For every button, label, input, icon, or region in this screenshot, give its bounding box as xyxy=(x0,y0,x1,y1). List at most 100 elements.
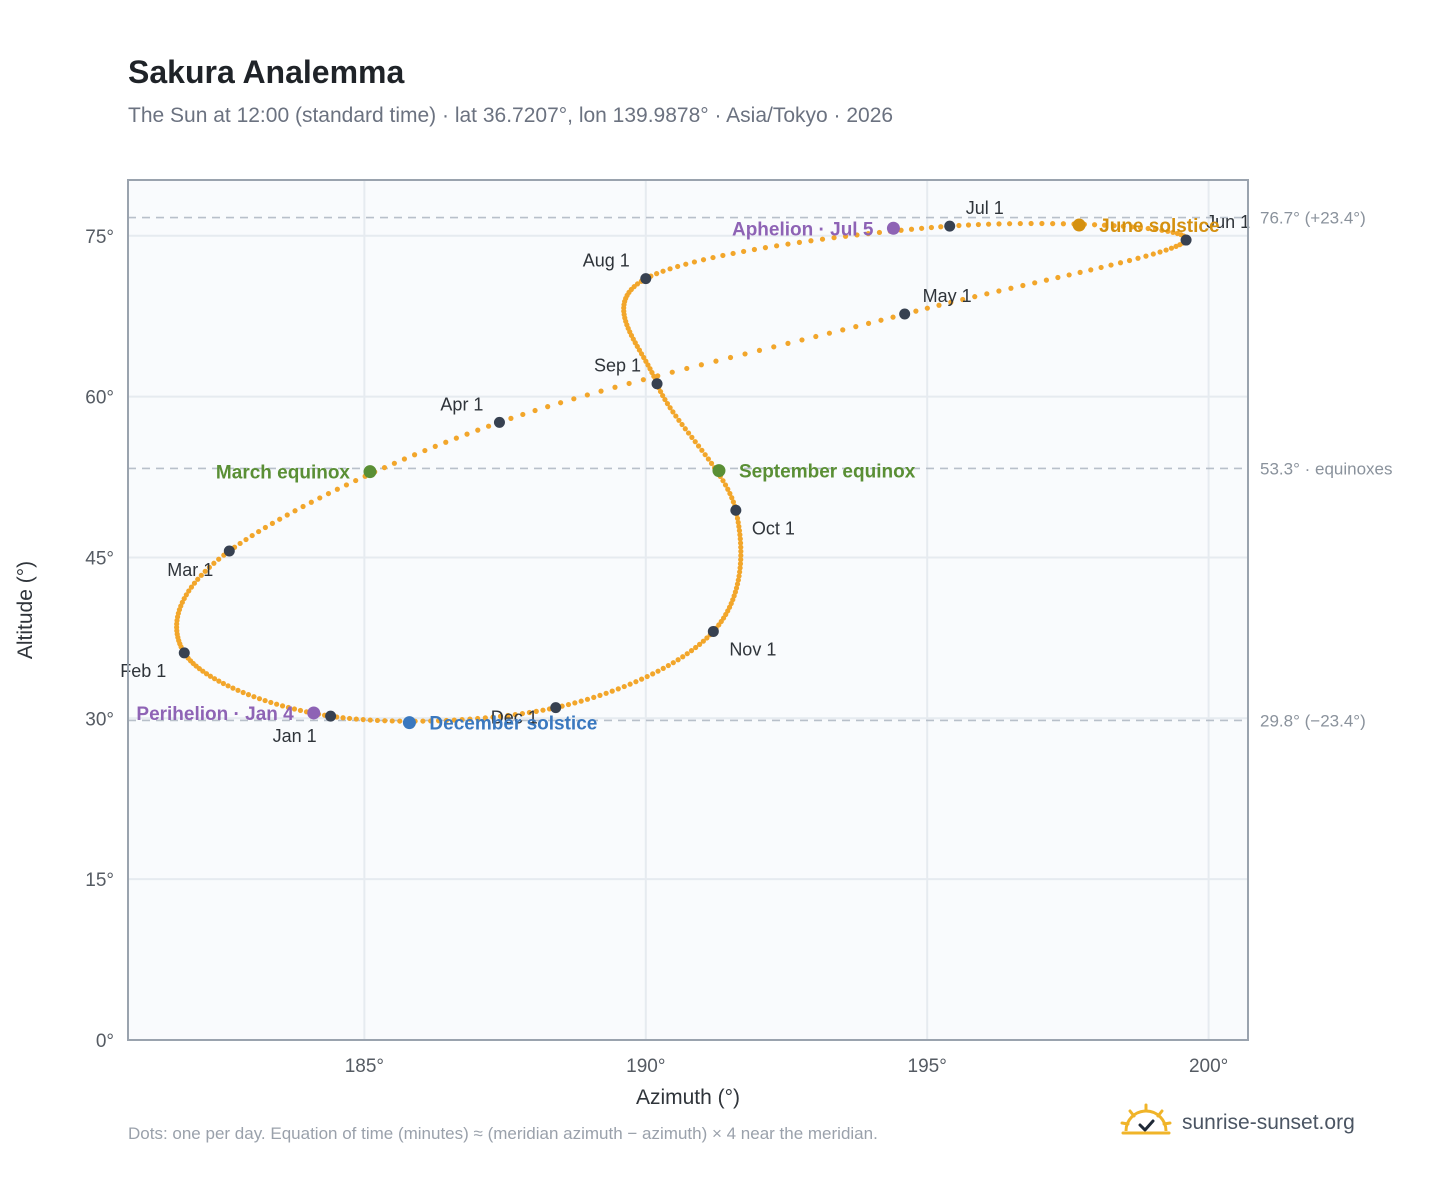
daily-dot xyxy=(685,430,692,436)
daily-dot xyxy=(353,716,359,722)
daily-dot xyxy=(540,707,546,713)
daily-dot xyxy=(660,665,666,671)
daily-dot xyxy=(1006,221,1013,227)
daily-dot xyxy=(1091,222,1098,228)
daily-dot xyxy=(878,317,884,323)
daily-dot xyxy=(243,536,249,543)
daily-dot xyxy=(206,564,212,570)
daily-dot xyxy=(734,515,741,521)
daily-dot xyxy=(1159,227,1165,233)
daily-dot xyxy=(965,222,972,228)
month-marker xyxy=(899,308,911,320)
daily-dot xyxy=(1088,267,1094,273)
x-tick-label: 195° xyxy=(908,1056,947,1077)
daily-dot xyxy=(696,641,703,647)
daily-dot xyxy=(432,443,438,449)
daily-dot xyxy=(984,291,990,297)
daily-dot xyxy=(733,585,740,591)
x-tick-label: 190° xyxy=(626,1056,665,1077)
daily-dot xyxy=(443,439,449,445)
daily-dot xyxy=(186,588,192,594)
daily-dot xyxy=(680,654,686,660)
daily-dot xyxy=(655,373,661,379)
daily-dot xyxy=(689,434,695,440)
daily-dot xyxy=(360,716,366,723)
daily-dot xyxy=(673,413,679,419)
event-marker xyxy=(402,716,416,730)
daily-dot xyxy=(609,688,615,694)
daily-dot xyxy=(1170,229,1176,235)
daily-dot xyxy=(865,320,872,326)
daily-dot xyxy=(737,561,744,567)
daily-dot xyxy=(708,460,715,466)
y-tick-label: 0° xyxy=(96,1031,114,1052)
event-marker xyxy=(886,221,900,235)
daily-dot xyxy=(558,400,564,406)
daily-dot xyxy=(639,676,645,682)
event-marker xyxy=(1072,218,1086,232)
daily-dot xyxy=(545,404,551,410)
daily-dot xyxy=(669,369,675,375)
daily-dot xyxy=(704,635,710,641)
daily-dot xyxy=(584,392,590,398)
daily-dot xyxy=(1168,245,1175,251)
daily-dot xyxy=(374,717,381,724)
daily-dot xyxy=(785,241,791,247)
month-label: May 1 xyxy=(923,286,972,306)
daily-dot xyxy=(497,713,504,719)
daily-dot xyxy=(1150,251,1156,257)
brand-name: sunrise-sunset.org xyxy=(1182,1111,1355,1134)
daily-dot xyxy=(819,236,826,242)
y-tick-label: 75° xyxy=(85,227,114,248)
daily-dot xyxy=(876,229,883,236)
daily-dot xyxy=(615,686,621,692)
daily-dot xyxy=(720,478,726,484)
daily-dot xyxy=(1032,280,1038,286)
event-marker xyxy=(712,464,726,478)
daily-dot xyxy=(397,718,403,724)
daily-dot xyxy=(808,238,814,244)
daily-dot xyxy=(1111,223,1117,229)
daily-dot xyxy=(890,314,896,320)
daily-dot xyxy=(702,452,708,458)
daily-dot xyxy=(698,362,704,368)
daily-dot xyxy=(346,715,353,722)
daily-dot xyxy=(1108,262,1114,268)
daily-dot xyxy=(1028,220,1034,227)
daily-dot xyxy=(256,696,263,702)
daily-dot xyxy=(626,380,632,387)
month-marker xyxy=(944,220,956,232)
daily-dot xyxy=(505,712,511,719)
daily-dot xyxy=(279,703,286,709)
daily-dot xyxy=(249,532,255,539)
daily-dot xyxy=(738,552,744,559)
daily-dot xyxy=(675,263,681,270)
daily-dot xyxy=(1098,264,1104,271)
daily-dot xyxy=(928,224,934,231)
daily-dot xyxy=(532,407,538,414)
daily-dot xyxy=(340,715,346,721)
daily-dot xyxy=(664,401,671,407)
daily-dot xyxy=(695,443,702,449)
daily-dot xyxy=(738,557,744,563)
daily-dot xyxy=(736,523,742,530)
daily-dot xyxy=(650,671,656,677)
daily-dot xyxy=(665,662,671,669)
daily-dot xyxy=(603,690,609,696)
month-label: Mar 1 xyxy=(167,560,213,580)
daily-dot xyxy=(325,490,332,497)
daily-dot xyxy=(1165,228,1171,234)
daily-dot xyxy=(435,718,442,724)
daily-dot xyxy=(865,231,871,237)
daily-dot xyxy=(202,568,208,574)
reference-line-label: 29.8° (−23.4°) xyxy=(1260,711,1366,730)
month-marker xyxy=(325,710,337,722)
plot-area xyxy=(128,180,1248,1040)
daily-dot xyxy=(734,581,741,587)
daily-dot xyxy=(251,694,257,700)
brand[interactable]: sunrise-sunset.org xyxy=(1120,1103,1355,1143)
month-label: Oct 1 xyxy=(752,518,795,538)
daily-dot xyxy=(1060,221,1066,227)
daily-dot xyxy=(679,421,685,428)
